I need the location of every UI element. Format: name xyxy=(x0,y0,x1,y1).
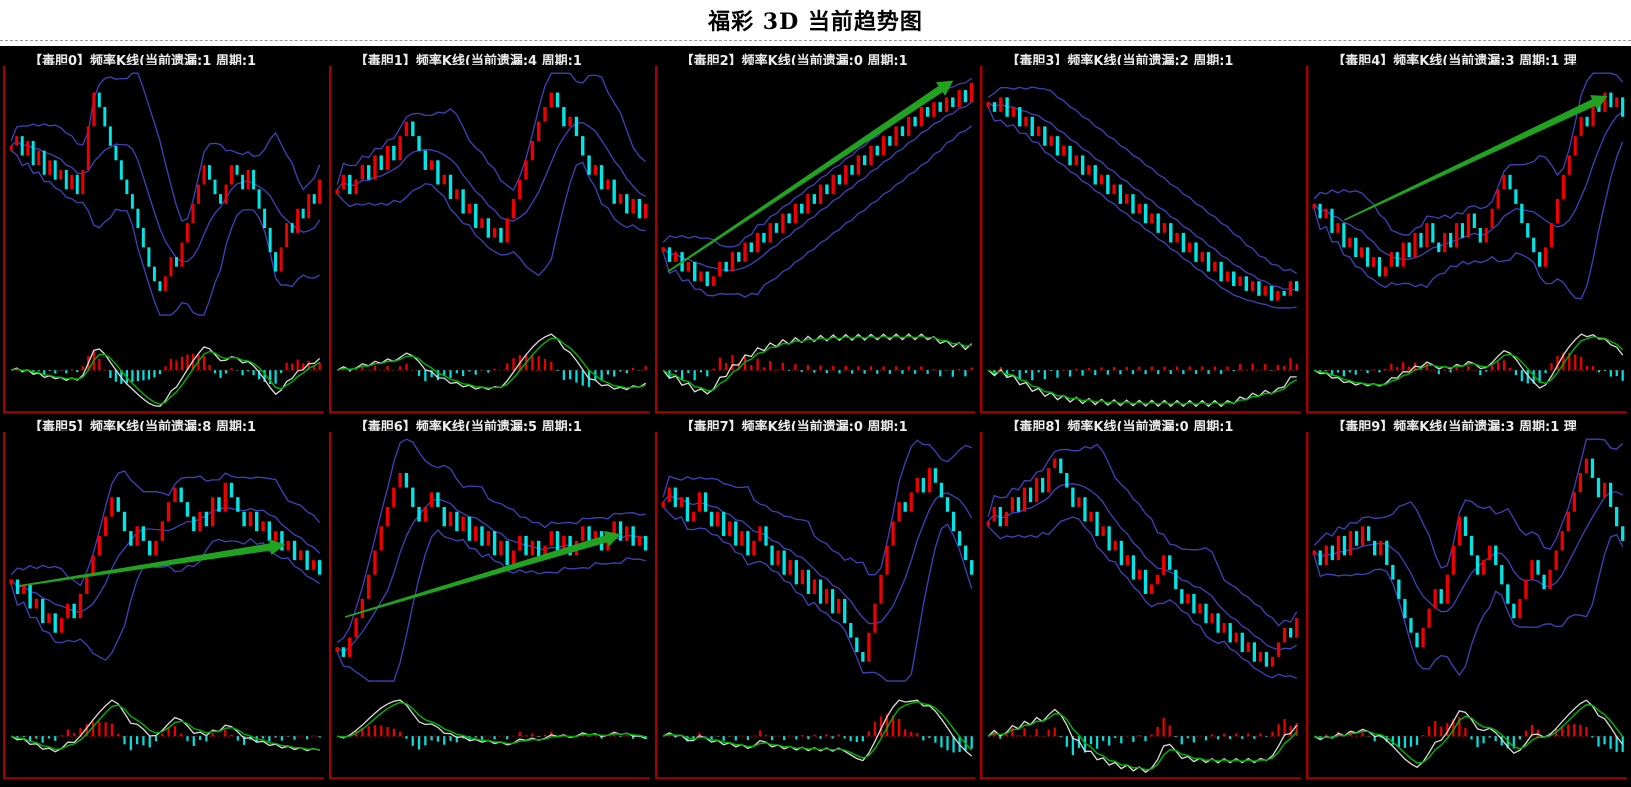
panel-title: 【毒胆8】频率K线(当前遗漏:0 周期:1 xyxy=(1006,419,1234,431)
chart-panel-5: 【毒胆5】频率K线(当前遗漏:8 周期:1 xyxy=(1,414,327,779)
panel-title: 【毒胆7】频率K线(当前遗漏:0 周期:1 xyxy=(680,419,908,431)
chart-panel-1: 【毒胆1】频率K线(当前遗漏:4 周期:1 xyxy=(327,48,653,414)
kline-chart xyxy=(654,65,976,414)
kline-chart xyxy=(3,65,324,414)
panel-title: 【毒胆5】频率K线(当前遗漏:8 周期:1 xyxy=(29,419,257,431)
trend-arrow-icon xyxy=(18,538,286,587)
panel-title: 【毒胆1】频率K线(当前遗漏:4 周期:1 xyxy=(354,54,582,66)
panel-title: 【毒胆0】频率K线(当前遗漏:1 周期:1 xyxy=(29,54,257,66)
chart-panel-9: 【毒胆9】频率K线(当前遗漏:3 周期:1 理 xyxy=(1304,414,1630,779)
trend-arrow-icon xyxy=(1344,95,1608,221)
panel-title: 【毒胆9】频率K线(当前遗漏:3 周期:1 理 xyxy=(1332,419,1577,431)
title-bar: 福彩 3D 当前趋势图 xyxy=(0,0,1631,41)
panel-title: 【毒胆6】频率K线(当前遗漏:5 周期:1 xyxy=(354,419,582,431)
chart-panel-8: 【毒胆8】频率K线(当前遗漏:0 周期:1 xyxy=(978,414,1304,779)
chart-panel-4: 【毒胆4】频率K线(当前遗漏:3 周期:1 理 xyxy=(1304,48,1630,414)
chart-panel-0: 【毒胆0】频率K线(当前遗漏:1 周期:1 xyxy=(1,48,327,414)
kline-chart xyxy=(328,65,650,414)
kline-chart xyxy=(3,431,324,779)
chart-panel-7: 【毒胆7】频率K线(当前遗漏:0 周期:1 xyxy=(653,414,979,779)
panel-title: 【毒胆4】频率K线(当前遗漏:3 周期:1 理 xyxy=(1332,54,1577,66)
panel-title: 【毒胆3】频率K线(当前遗漏:2 周期:1 xyxy=(1006,54,1234,66)
chart-panel-3: 【毒胆3】频率K线(当前遗漏:2 周期:1 xyxy=(978,48,1304,414)
kline-chart xyxy=(1306,431,1627,779)
chart-panel-6: 【毒胆6】频率K线(当前遗漏:5 周期:1 xyxy=(327,414,653,779)
kline-chart xyxy=(328,431,650,779)
panel-title: 【毒胆2】频率K线(当前遗漏:0 周期:1 xyxy=(680,54,908,66)
trend-arrow-icon xyxy=(666,80,953,273)
kline-chart xyxy=(980,431,1302,779)
kline-chart xyxy=(980,65,1302,414)
charts-board: 【毒胆0】频率K线(当前遗漏:1 周期:1 【毒胆1】频率K线(当前遗漏:4 周期… xyxy=(0,46,1631,787)
chart-panel-2: 【毒胆2】频率K线(当前遗漏:0 周期:1 xyxy=(653,48,979,414)
title-separator xyxy=(0,41,1631,46)
kline-chart xyxy=(1306,65,1627,414)
page-title: 福彩 3D 当前趋势图 xyxy=(708,9,923,35)
trend-arrow-icon xyxy=(344,530,621,618)
kline-chart xyxy=(654,431,976,779)
